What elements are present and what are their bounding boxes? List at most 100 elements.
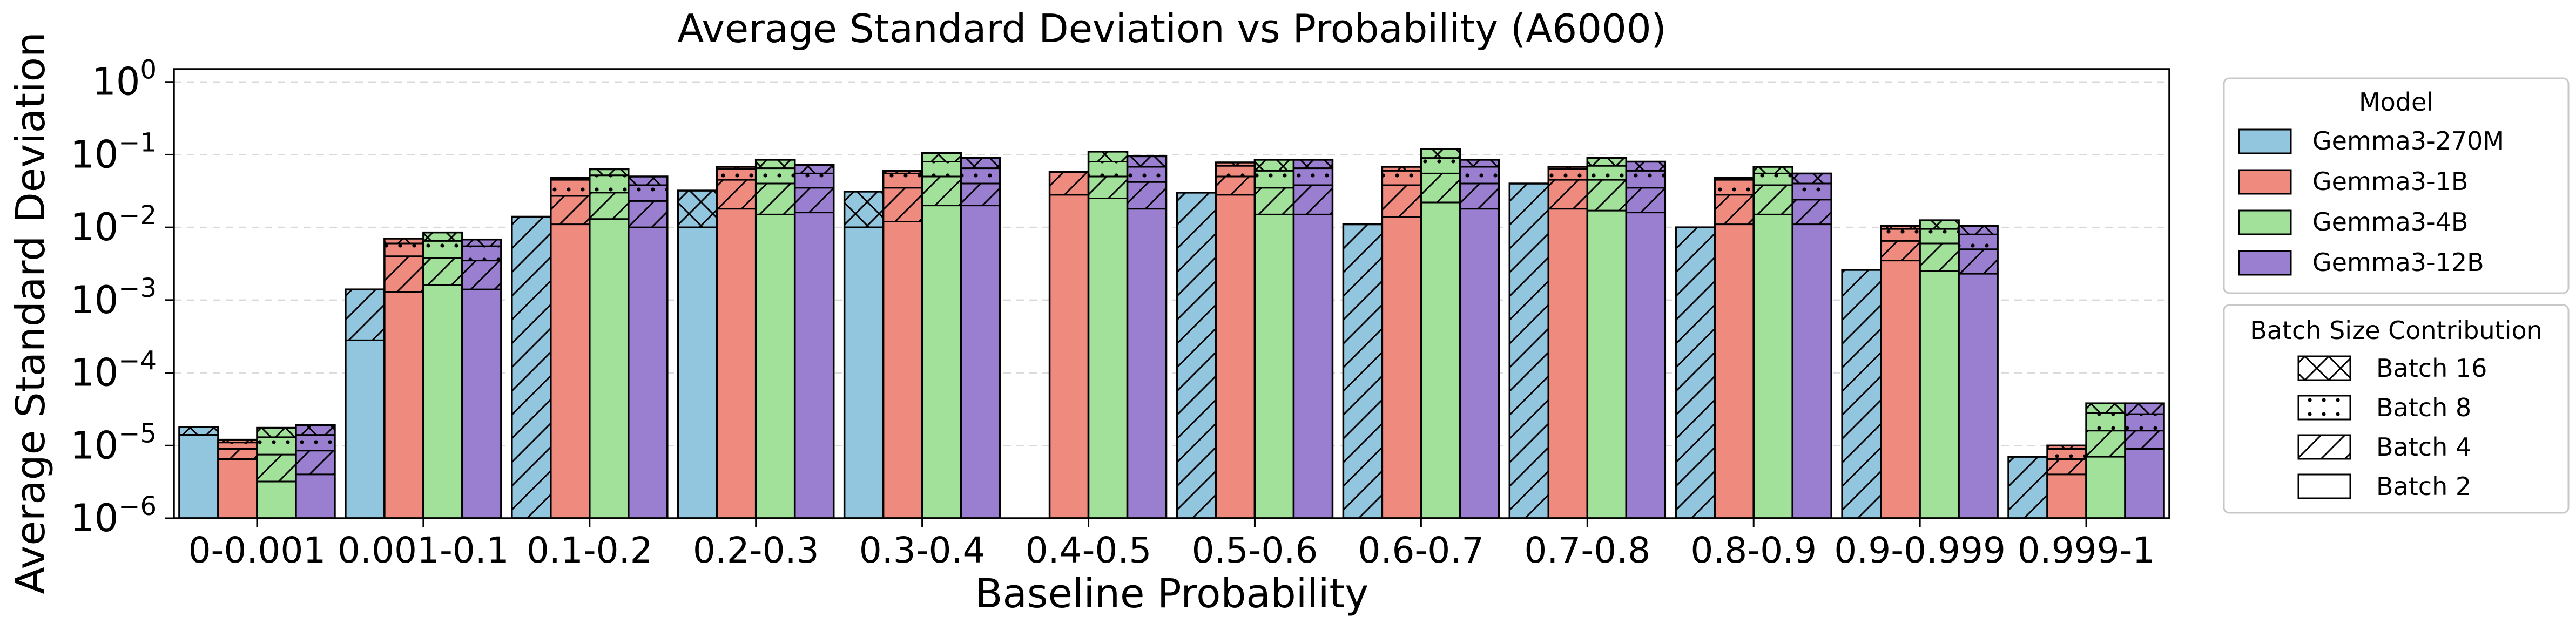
y-tick-label: 10−1 bbox=[70, 127, 157, 177]
bar-gemma3-1b bbox=[1881, 226, 1920, 518]
bar-segment-batch4 bbox=[961, 184, 1000, 206]
bar-segment-batch4 bbox=[2047, 459, 2087, 475]
bar-segment-batch16 bbox=[1382, 166, 1421, 171]
bar-segment-batch8 bbox=[1127, 166, 1166, 182]
bar-segment-batch16 bbox=[1216, 162, 1255, 166]
bar-segment-batch4 bbox=[2008, 457, 2048, 518]
bar-segment-batch16 bbox=[257, 428, 296, 437]
bar-segment-batch8 bbox=[257, 437, 296, 455]
y-tick-label: 10−2 bbox=[70, 200, 157, 249]
legend-label-batch-2: Batch 2 bbox=[2376, 472, 2471, 501]
legend-hatch-batch-4 bbox=[2297, 434, 2351, 460]
bar-segment-batch4 bbox=[1049, 172, 1089, 195]
bar-segment-batch8 bbox=[1626, 171, 1665, 188]
bar-segment-batch16 bbox=[1548, 166, 1588, 170]
bar-segment-batch8 bbox=[1715, 180, 1754, 195]
legend-label-gemma3-4b: Gemma3-4B bbox=[2312, 207, 2468, 236]
legend-hatch-batch-16 bbox=[2297, 355, 2351, 381]
legend-swatch-gemma3-12b bbox=[2238, 250, 2292, 276]
bar-gemma3-1b bbox=[1382, 166, 1421, 518]
legend-label-gemma3-270m: Gemma3-270M bbox=[2312, 126, 2504, 155]
bar-gemma3-12b bbox=[1460, 159, 1499, 519]
bar-segment-batch4 bbox=[1548, 180, 1588, 209]
bar-segment-batch4 bbox=[1343, 224, 1383, 518]
legend-hatch-batch-2 bbox=[2297, 473, 2351, 499]
bar-segment-batch4 bbox=[1626, 187, 1665, 213]
bar-segment-batch8 bbox=[1255, 171, 1294, 188]
bar-gemma3-270m bbox=[844, 191, 884, 518]
bar-segment-batch4 bbox=[756, 184, 795, 215]
bar-segment-batch4 bbox=[1920, 243, 1959, 272]
bar-segment-batch4 bbox=[511, 216, 551, 518]
bar-segment-batch16 bbox=[794, 165, 834, 174]
legend-model-frame bbox=[2223, 77, 2570, 294]
bar-gemma3-270m bbox=[179, 426, 218, 518]
bar-segment-batch16 bbox=[423, 232, 462, 241]
bar-segment-batch4 bbox=[1460, 184, 1499, 209]
bar-gemma3-12b bbox=[1792, 173, 1832, 518]
bar-segment-batch16 bbox=[1088, 151, 1128, 162]
bar-segment-batch4 bbox=[1382, 185, 1421, 217]
x-tick-label: 0.3-0.4 bbox=[859, 530, 986, 571]
x-tick-label: 0.6-0.7 bbox=[1358, 530, 1485, 571]
bar-segment-batch4 bbox=[1715, 194, 1754, 225]
legend-label-batch-16: Batch 16 bbox=[2376, 354, 2487, 383]
legend-swatch-gemma3-4b bbox=[2238, 209, 2292, 235]
x-tick-label: 0.5-0.6 bbox=[1192, 530, 1318, 571]
bar-gemma3-4b bbox=[1754, 166, 1793, 518]
bar-segment-batch8 bbox=[717, 169, 756, 180]
bar-segment-batch16 bbox=[1255, 159, 1294, 171]
legend-label-gemma3-1b: Gemma3-1B bbox=[2312, 167, 2468, 196]
bar-segment-batch4 bbox=[1587, 180, 1627, 211]
bar-segment-batch4 bbox=[883, 187, 922, 222]
bar-segment-batch4 bbox=[1127, 182, 1166, 209]
bar-segment-batch8 bbox=[589, 175, 629, 193]
x-tick-label: 0.001-0.1 bbox=[338, 530, 509, 571]
bar-segment-batch4 bbox=[1792, 199, 1832, 225]
bar-segment-batch4 bbox=[1216, 176, 1255, 195]
bar-gemma3-12b bbox=[961, 158, 1000, 518]
y-tick-label: 10−5 bbox=[70, 418, 157, 467]
y-tick-label: 10−4 bbox=[70, 346, 157, 395]
bar-segment-batch16 bbox=[1959, 226, 1998, 235]
bar-segment-batch4 bbox=[1509, 184, 1549, 518]
bar-segment-batch8 bbox=[756, 168, 795, 184]
bar-segment-batch8 bbox=[218, 442, 257, 449]
chart-title: Average Standard Deviation vs Probabilit… bbox=[677, 6, 1666, 51]
bar-segment-batch16 bbox=[756, 159, 795, 168]
x-tick-label: 0.7-0.8 bbox=[1524, 530, 1650, 571]
bar-gemma3-4b bbox=[1255, 159, 1294, 519]
bar-segment-batch4 bbox=[922, 176, 961, 206]
bar-gemma3-1b bbox=[550, 178, 590, 518]
bar-segment-batch16 bbox=[1293, 159, 1333, 168]
bar-segment-batch8 bbox=[794, 173, 834, 188]
bar-segment-batch4 bbox=[384, 256, 423, 292]
bar-segment-batch4 bbox=[257, 455, 296, 482]
y-axis-label: Average Standard Deviation bbox=[8, 32, 54, 594]
bar-segment-batch8 bbox=[1881, 229, 1920, 241]
bar-segment-batch8 bbox=[2086, 413, 2126, 431]
y-tick-label: 100 bbox=[92, 55, 157, 104]
bar-segment-batch16 bbox=[717, 166, 756, 170]
bar-gemma3-4b bbox=[1421, 148, 1460, 518]
bar-segment-batch16 bbox=[1626, 161, 1665, 171]
x-tick-label: 0.999-1 bbox=[2018, 530, 2155, 571]
bar-gemma3-1b bbox=[1049, 172, 1089, 518]
x-tick-label: 0-0.001 bbox=[188, 530, 326, 571]
bar-segment-batch4 bbox=[1293, 185, 1333, 215]
bar-segment-batch16 bbox=[462, 239, 501, 247]
bar-segment-batch8 bbox=[883, 173, 922, 188]
bar-gemma3-270m bbox=[678, 191, 717, 519]
legend-model: Model Gemma3-270M Gemma3-1B Gemma3-4B Gemma… bbox=[2223, 77, 2570, 294]
bar-gemma3-4b bbox=[1587, 158, 1627, 518]
legend-swatch-gemma3-1b bbox=[2238, 169, 2292, 195]
bar-segment-batch16 bbox=[883, 171, 922, 174]
x-tick-label: 0.9-0.999 bbox=[1834, 530, 2006, 571]
bar-segment-batch4 bbox=[295, 450, 335, 475]
bar-gemma3-4b bbox=[756, 159, 795, 519]
legend-swatch-gemma3-270m bbox=[2238, 128, 2292, 154]
bar-segment-batch4 bbox=[1959, 249, 1998, 274]
legend-model-title: Model bbox=[2359, 87, 2433, 117]
bar-gemma3-1b bbox=[717, 166, 756, 518]
